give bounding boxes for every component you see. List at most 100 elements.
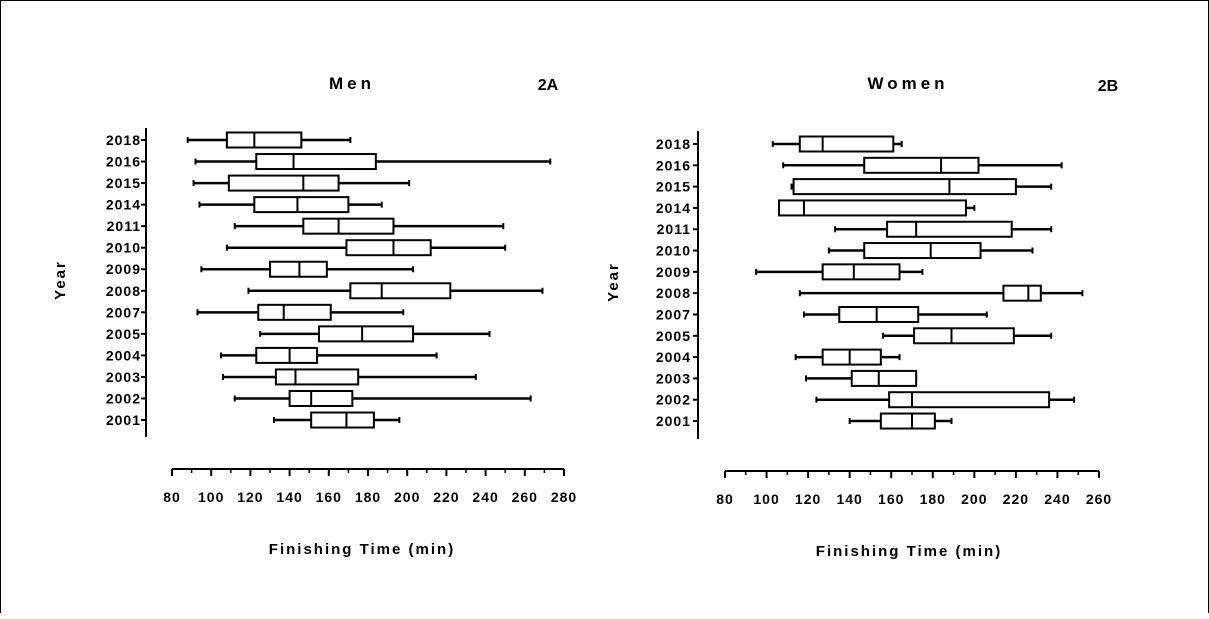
- iqr-box: [257, 303, 332, 321]
- iqr-box: [798, 135, 895, 153]
- men-box-2016: [194, 153, 552, 171]
- women-x-tick-label: 180: [920, 491, 946, 507]
- iqr-box: [302, 217, 395, 235]
- iqr-box: [349, 282, 452, 300]
- iqr-box: [778, 199, 968, 217]
- women-y-tick-label: 2002: [656, 392, 691, 408]
- men-y-tick-label: 2018: [106, 132, 141, 148]
- men-x-tick-label: 240: [472, 489, 498, 505]
- men-x-tick-label: 100: [198, 489, 224, 505]
- women-y-axis-label: Year: [605, 262, 622, 302]
- women-x-tick-label: 80: [716, 491, 734, 507]
- iqr-box: [886, 220, 1013, 238]
- iqr-box: [225, 131, 303, 149]
- men-x-axis-label: Finishing Time (min): [269, 541, 455, 558]
- men-panel-tag: 2A: [538, 77, 559, 94]
- iqr-box: [288, 389, 354, 407]
- women-x-tick-label: 260: [1086, 491, 1112, 507]
- iqr-box: [821, 348, 882, 366]
- men-box-2014: [198, 196, 383, 214]
- men-y-tick-label: 2004: [106, 347, 141, 363]
- men-y-tick-label: 2003: [106, 369, 141, 385]
- men-x-tick-label: 80: [163, 489, 181, 505]
- men-box-2005: [259, 325, 491, 343]
- men-box-2002: [233, 389, 532, 407]
- women-y-tick-label: 2003: [656, 370, 691, 386]
- women-y-tick-label: 2009: [656, 264, 691, 280]
- women-panel: Women 2B 2018 2016 2015 2014 2011 2010 2009 2008 2…: [605, 74, 1118, 560]
- men-box-2009: [200, 260, 415, 278]
- men-y-tick-label: 2005: [106, 326, 141, 342]
- men-box-2011: [233, 217, 505, 235]
- women-box-2001: [848, 412, 953, 430]
- iqr-box: [863, 156, 980, 174]
- women-x-tick-label: 120: [795, 491, 821, 507]
- iqr-box: [850, 369, 918, 387]
- men-box-2004: [220, 346, 438, 364]
- women-x-tick-label: 220: [1003, 491, 1029, 507]
- men-box-2007: [196, 303, 405, 321]
- men-y-tick-label: 2010: [106, 240, 141, 256]
- men-x-tick-label: 220: [433, 489, 459, 505]
- women-x-tick-label: 240: [1044, 491, 1070, 507]
- iqr-box: [821, 263, 901, 281]
- women-box-2005: [881, 327, 1053, 345]
- women-x-tick-label: 140: [836, 491, 862, 507]
- women-y-tick-label: 2007: [656, 306, 691, 322]
- men-x-tick-label: 120: [237, 489, 263, 505]
- iqr-box: [1002, 284, 1042, 302]
- iqr-box: [345, 239, 432, 257]
- women-y-tick-label: 2004: [656, 349, 691, 365]
- men-y-tick-label: 2002: [106, 390, 141, 406]
- women-x-axis-label: Finishing Time (min): [816, 543, 1002, 560]
- women-x-tick-label: 200: [961, 491, 987, 507]
- men-x-tick-label: 140: [276, 489, 302, 505]
- women-x-tick-label: 100: [753, 491, 779, 507]
- men-x-tick-label: 260: [512, 489, 538, 505]
- men-y-tick-label: 2011: [107, 218, 141, 234]
- men-x-tick-label: 200: [394, 489, 420, 505]
- women-y-tick-label: 2016: [656, 157, 691, 173]
- women-box-2018: [771, 135, 903, 153]
- men-y-tick-label: 2001: [106, 412, 141, 428]
- men-box-2008: [247, 282, 544, 300]
- men-y-tick-label: 2008: [106, 283, 141, 299]
- men-box-2003: [221, 368, 477, 386]
- men-y-tick-label: 2016: [106, 154, 141, 170]
- women-box-2010: [827, 242, 1034, 260]
- women-x-tick-label: 160: [878, 491, 904, 507]
- men-panel: Men 2A 2018 2016 2015 2014 2011 2010 2009 2008 200…: [52, 74, 577, 558]
- iqr-box: [863, 242, 982, 260]
- iqr-box: [888, 391, 1051, 409]
- men-title: Men: [329, 74, 375, 93]
- iqr-box: [792, 178, 1017, 196]
- men-x-tick-label: 160: [316, 489, 342, 505]
- women-y-tick-label: 2014: [656, 200, 691, 216]
- iqr-box: [310, 411, 375, 429]
- women-box-2003: [805, 369, 918, 387]
- men-box-2018: [186, 131, 352, 149]
- iqr-box: [253, 196, 350, 214]
- women-box-2002: [815, 391, 1076, 409]
- iqr-box: [255, 153, 377, 171]
- women-y-tick-label: 2015: [656, 179, 691, 195]
- iqr-box: [274, 368, 360, 386]
- iqr-box: [255, 346, 319, 364]
- women-box-2015: [790, 178, 1053, 196]
- men-box-2001: [272, 411, 401, 429]
- iqr-box: [227, 174, 340, 192]
- iqr-box: [913, 327, 1015, 345]
- men-y-axis-label: Year: [52, 260, 69, 300]
- women-y-tick-label: 2001: [656, 413, 691, 429]
- women-title: Women: [867, 74, 948, 93]
- men-box-2015: [192, 174, 411, 192]
- men-x-tick-label: 280: [551, 489, 577, 505]
- women-box-2009: [755, 263, 924, 281]
- women-box-2016: [782, 156, 1063, 174]
- men-box-2010: [225, 239, 507, 257]
- men-y-tick-label: 2015: [106, 175, 141, 191]
- iqr-box: [879, 412, 936, 430]
- women-box-2004: [794, 348, 901, 366]
